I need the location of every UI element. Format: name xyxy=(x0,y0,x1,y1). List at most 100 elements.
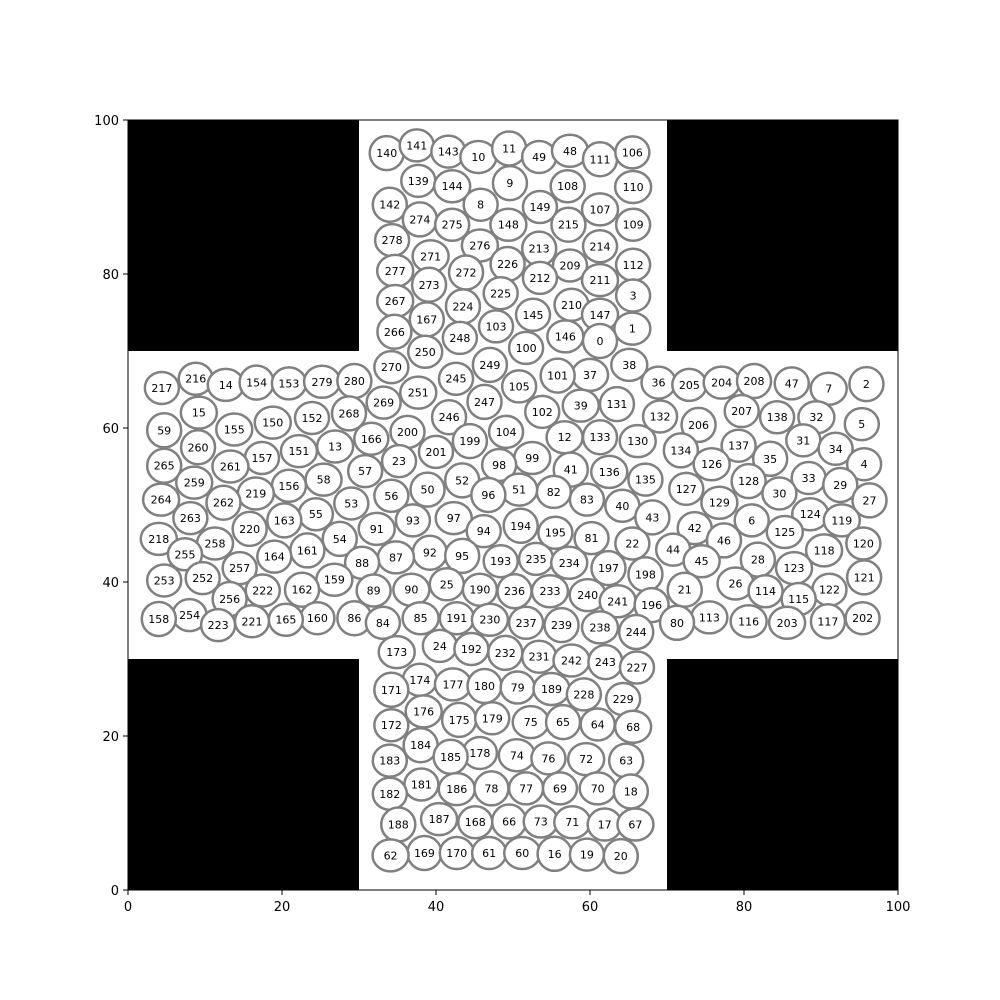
cell-label: 250 xyxy=(415,346,436,359)
cell-label: 36 xyxy=(652,377,666,390)
x-tick-label: 20 xyxy=(274,900,291,915)
cell-label: 167 xyxy=(416,313,437,326)
cell-outline xyxy=(266,502,303,539)
cell-label: 236 xyxy=(504,585,525,598)
cell-153: 153 xyxy=(270,366,308,401)
cell-label: 145 xyxy=(523,309,544,322)
cell-label: 7 xyxy=(825,383,832,396)
cell-266: 266 xyxy=(376,313,413,350)
cell-label: 160 xyxy=(307,612,328,625)
cell-label: 121 xyxy=(854,571,875,584)
cell-127: 127 xyxy=(668,471,705,507)
cell-outline xyxy=(373,349,410,385)
cell-label: 111 xyxy=(590,153,611,166)
cell-label: 18 xyxy=(624,785,638,798)
cell-label: 45 xyxy=(695,555,709,568)
cell-label: 99 xyxy=(525,452,539,465)
cell-label: 70 xyxy=(591,782,605,795)
cell-label: 155 xyxy=(224,424,245,437)
cell-label: 207 xyxy=(731,405,752,418)
cell-outline xyxy=(364,605,402,641)
cell-outline xyxy=(568,482,606,517)
cell-outline xyxy=(723,393,760,429)
cell-172: 172 xyxy=(373,707,410,743)
cell-60: 60 xyxy=(502,835,542,871)
cell-245: 245 xyxy=(437,361,475,396)
cell-label: 97 xyxy=(447,512,461,525)
cell-label: 270 xyxy=(381,361,402,374)
cell-label: 256 xyxy=(219,593,240,606)
cell-label: 28 xyxy=(751,554,765,567)
cell-label: 40 xyxy=(615,500,629,513)
cell-181: 181 xyxy=(403,767,440,802)
cell-65: 65 xyxy=(544,703,582,741)
cell-label: 144 xyxy=(442,180,463,193)
cell-263: 263 xyxy=(172,500,209,536)
cell-9: 9 xyxy=(491,164,529,202)
cell-outline xyxy=(355,573,392,608)
cell-outline xyxy=(433,207,471,242)
cell-label: 4 xyxy=(861,458,868,471)
cell-outline xyxy=(543,606,580,644)
cell-270: 270 xyxy=(373,349,410,385)
cell-label: 238 xyxy=(590,621,611,634)
cell-label: 106 xyxy=(622,146,643,159)
cell-label: 268 xyxy=(338,407,359,420)
cell-165: 165 xyxy=(267,602,305,637)
cell-59: 59 xyxy=(145,412,183,449)
cell-outline xyxy=(530,741,567,776)
cell-192: 192 xyxy=(453,631,490,667)
cell-label: 74 xyxy=(510,749,524,762)
cell-237: 237 xyxy=(507,605,545,641)
cell-label: 143 xyxy=(438,146,459,159)
cell-239: 239 xyxy=(543,606,580,644)
cell-189: 189 xyxy=(532,671,571,707)
cell-249: 249 xyxy=(471,346,509,384)
cell-label: 217 xyxy=(151,382,172,395)
cell-49: 49 xyxy=(520,139,558,175)
cell-outline xyxy=(434,500,473,536)
cell-102: 102 xyxy=(524,394,561,430)
cell-outline xyxy=(539,357,576,394)
cell-118: 118 xyxy=(804,533,844,568)
cell-10: 10 xyxy=(459,139,498,175)
cell-label: 254 xyxy=(179,609,200,622)
cell-outline xyxy=(613,169,653,205)
cell-label: 215 xyxy=(558,219,579,232)
cell-40: 40 xyxy=(604,488,641,524)
cell-label: 43 xyxy=(645,511,659,524)
cell-label: 228 xyxy=(573,688,594,701)
cell-89: 89 xyxy=(355,573,392,608)
cell-label: 67 xyxy=(628,819,642,832)
cell-98: 98 xyxy=(480,447,518,483)
cell-label: 58 xyxy=(317,474,331,487)
cell-4: 4 xyxy=(845,446,883,482)
cell-101: 101 xyxy=(539,357,576,394)
cell-label: 0 xyxy=(597,335,604,348)
cell-214: 214 xyxy=(581,229,619,264)
cell-outline xyxy=(211,449,250,484)
cell-label: 24 xyxy=(433,640,447,653)
cell-outline xyxy=(848,365,885,403)
cell-outline xyxy=(602,837,640,875)
cell-145: 145 xyxy=(514,297,552,333)
cell-label: 278 xyxy=(382,234,403,247)
cell-128: 128 xyxy=(730,462,767,500)
cell-label: 161 xyxy=(297,544,318,557)
cell-label: 162 xyxy=(292,584,313,597)
cell-outline xyxy=(641,399,679,434)
cell-84: 84 xyxy=(364,605,402,641)
cell-outline xyxy=(184,560,221,596)
cell-222: 222 xyxy=(244,573,281,608)
cell-126: 126 xyxy=(692,446,731,482)
cell-label: 154 xyxy=(246,377,267,390)
cell-label: 186 xyxy=(446,783,467,796)
cell-87: 87 xyxy=(376,540,416,575)
cell-outline xyxy=(437,361,475,396)
cell-label: 203 xyxy=(777,617,798,630)
cell-264: 264 xyxy=(141,482,181,517)
cell-outline xyxy=(172,500,209,536)
cell-label: 237 xyxy=(516,617,537,630)
cell-label: 91 xyxy=(370,523,384,536)
